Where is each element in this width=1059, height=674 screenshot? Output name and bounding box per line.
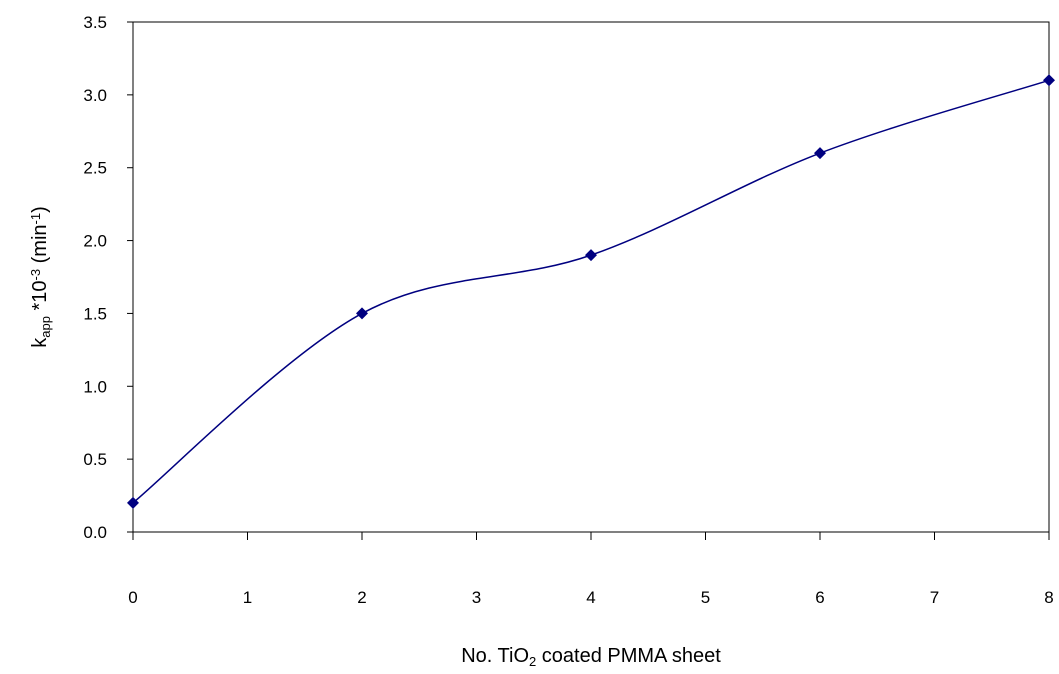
x-tick-label: 0 — [128, 588, 137, 607]
x-tick-label: 7 — [930, 588, 939, 607]
title-part: *10 — [29, 280, 51, 316]
y-tick-label: 1.0 — [83, 377, 107, 396]
x-tick-label: 2 — [357, 588, 366, 607]
y-axis-title: kapp *10-3 (min-1) — [28, 206, 53, 348]
y-tick-label: 1.5 — [83, 304, 107, 323]
title-part: ) — [29, 206, 51, 213]
y-tick-label: 2.5 — [83, 159, 107, 178]
x-tick-label: 4 — [586, 588, 595, 607]
title-part: -3 — [28, 269, 43, 281]
title-part: app — [38, 316, 53, 338]
x-tick-label: 1 — [243, 588, 252, 607]
y-tick-label: 0.5 — [83, 450, 107, 469]
x-axis-title: No. TiO2 coated PMMA sheet — [461, 645, 721, 669]
x-tick-label: 6 — [815, 588, 824, 607]
title-part: (min — [29, 224, 51, 268]
title-part: 2 — [529, 654, 536, 669]
x-tick-label: 5 — [701, 588, 710, 607]
chart: 0.0 0.5 1.0 1.5 2.0 2.5 3.0 3.5 0 1 2 3 4 5 6 7 8 No. TiO… — [0, 0, 1059, 669]
y-tick-label: 3.5 — [83, 13, 107, 32]
series-line — [133, 80, 1049, 503]
data-point — [356, 307, 368, 319]
data-point — [814, 147, 826, 159]
plot-frame — [133, 22, 1049, 532]
title-part: -1 — [28, 213, 43, 225]
title-part: No. TiO — [461, 645, 529, 667]
y-tick-label: 2.0 — [83, 232, 107, 251]
title-part: coated PMMA sheet — [536, 645, 721, 667]
x-tick-label: 3 — [472, 588, 481, 607]
data-point — [585, 249, 597, 261]
data-point — [1043, 74, 1055, 86]
y-tick-label: 0.0 — [83, 523, 107, 542]
x-tick-label: 8 — [1044, 588, 1053, 607]
y-tick-label: 3.0 — [83, 86, 107, 105]
